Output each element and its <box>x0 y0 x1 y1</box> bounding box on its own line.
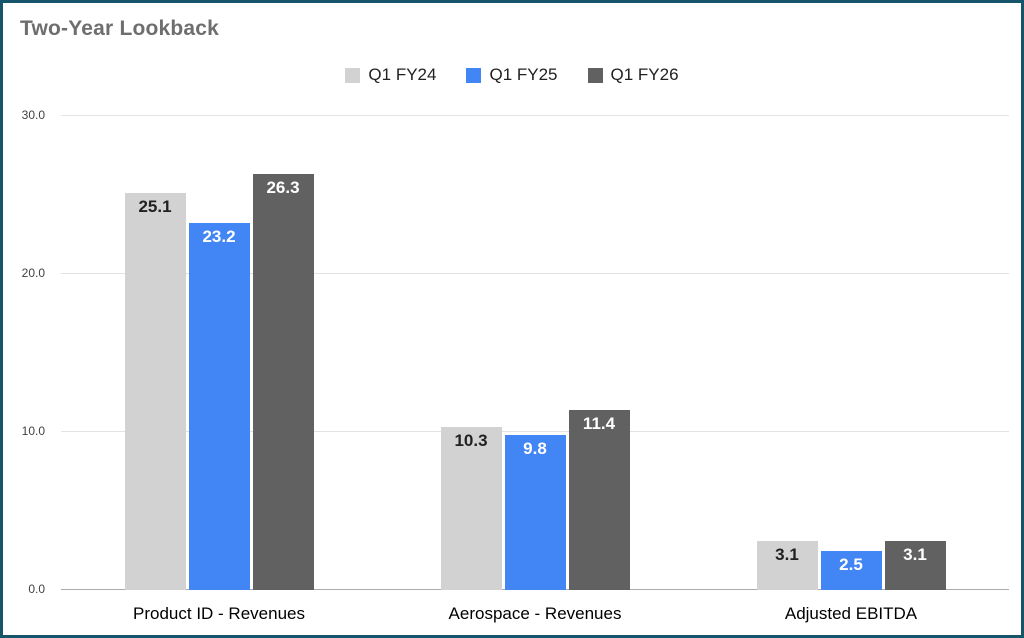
category-label: Aerospace - Revenues <box>448 604 622 623</box>
bar-q1-fy26[interactable]: 3.1 <box>884 541 946 590</box>
bar-q1-fy25[interactable]: 9.8 <box>504 435 566 590</box>
bar-group: 10.3 9.8 11.4 <box>377 116 693 590</box>
y-axis: 0.0 10.0 20.0 30.0 <box>3 108 53 596</box>
chart-title: Two-Year Lookback <box>20 17 220 40</box>
bar-value-label: 3.1 <box>775 545 799 565</box>
gridline <box>61 115 1009 116</box>
legend: Q1 FY24 Q1 FY25 Q1 FY26 <box>3 65 1021 85</box>
bar-q1-fy25[interactable]: 2.5 <box>820 550 882 590</box>
gridline <box>61 273 1009 275</box>
bar-q1-fy24[interactable]: 3.1 <box>756 541 818 590</box>
bar-group: 25.1 23.2 26.3 <box>61 116 377 590</box>
legend-label: Q1 FY26 <box>610 65 679 84</box>
y-axis-tick-label: 30.0 <box>21 108 45 122</box>
bar-value-label: 23.2 <box>202 227 236 247</box>
bar-value-label: 25.1 <box>138 197 172 217</box>
bar-q1-fy24[interactable]: 25.1 <box>124 193 186 590</box>
plot-area: 25.1 23.2 26.3 10.3 9.8 11.4 3.1 2.5 3.1 <box>61 115 1009 590</box>
gridline <box>61 431 1009 433</box>
legend-swatch-icon <box>587 67 603 83</box>
category-label: Product ID - Revenues <box>133 604 305 623</box>
legend-item-q1-fy25[interactable]: Q1 FY25 <box>466 65 558 85</box>
bar-value-label: 11.4 <box>582 413 616 433</box>
legend-item-q1-fy24[interactable]: Q1 FY24 <box>345 65 436 85</box>
legend-label: Q1 FY25 <box>489 65 558 84</box>
legend-swatch-icon <box>345 67 361 83</box>
bar-q1-fy26[interactable]: 11.4 <box>568 409 630 590</box>
y-axis-tick-label: 20.0 <box>21 266 45 281</box>
y-axis-tick-label: 10.0 <box>21 424 45 439</box>
bar-q1-fy24[interactable]: 10.3 <box>440 427 502 590</box>
bar-value-label: 3.1 <box>903 545 927 565</box>
bar-groups: 25.1 23.2 26.3 10.3 9.8 11.4 3.1 2.5 3.1 <box>61 116 1009 590</box>
legend-swatch-icon <box>466 67 482 83</box>
bar-value-label: 9.8 <box>523 439 547 459</box>
category-label: Adjusted EBITDA <box>784 604 918 623</box>
legend-item-q1-fy26[interactable]: Q1 FY26 <box>587 65 679 85</box>
bar-value-label: 10.3 <box>454 431 488 451</box>
bar-q1-fy25[interactable]: 23.2 <box>188 223 250 590</box>
y-axis-tick-label: 0.0 <box>28 582 45 596</box>
bar-group: 3.1 2.5 3.1 <box>693 116 1009 590</box>
legend-label: Q1 FY24 <box>368 65 437 84</box>
category-labels: Product ID - Revenues Aerospace - Revenue… <box>61 604 1009 624</box>
bar-q1-fy26[interactable]: 26.3 <box>252 174 314 590</box>
bar-value-label: 2.5 <box>839 554 863 574</box>
bar-value-label: 26.3 <box>266 178 300 198</box>
